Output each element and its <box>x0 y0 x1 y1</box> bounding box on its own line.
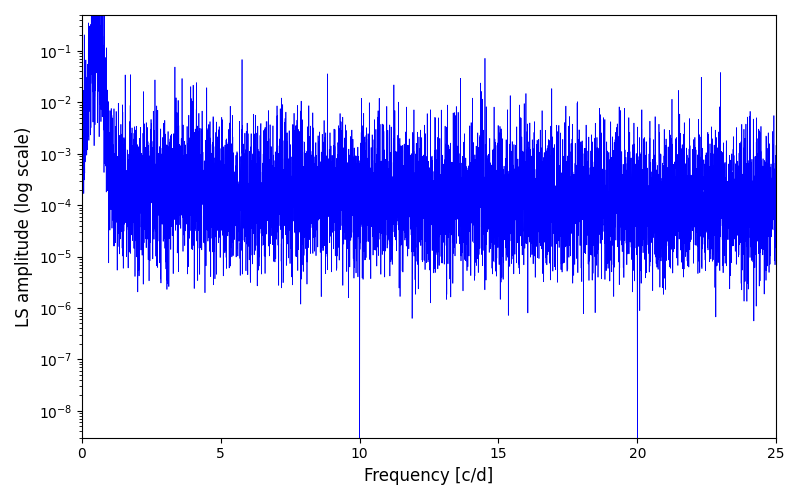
Y-axis label: LS amplitude (log scale): LS amplitude (log scale) <box>15 126 33 326</box>
X-axis label: Frequency [c/d]: Frequency [c/d] <box>364 467 494 485</box>
